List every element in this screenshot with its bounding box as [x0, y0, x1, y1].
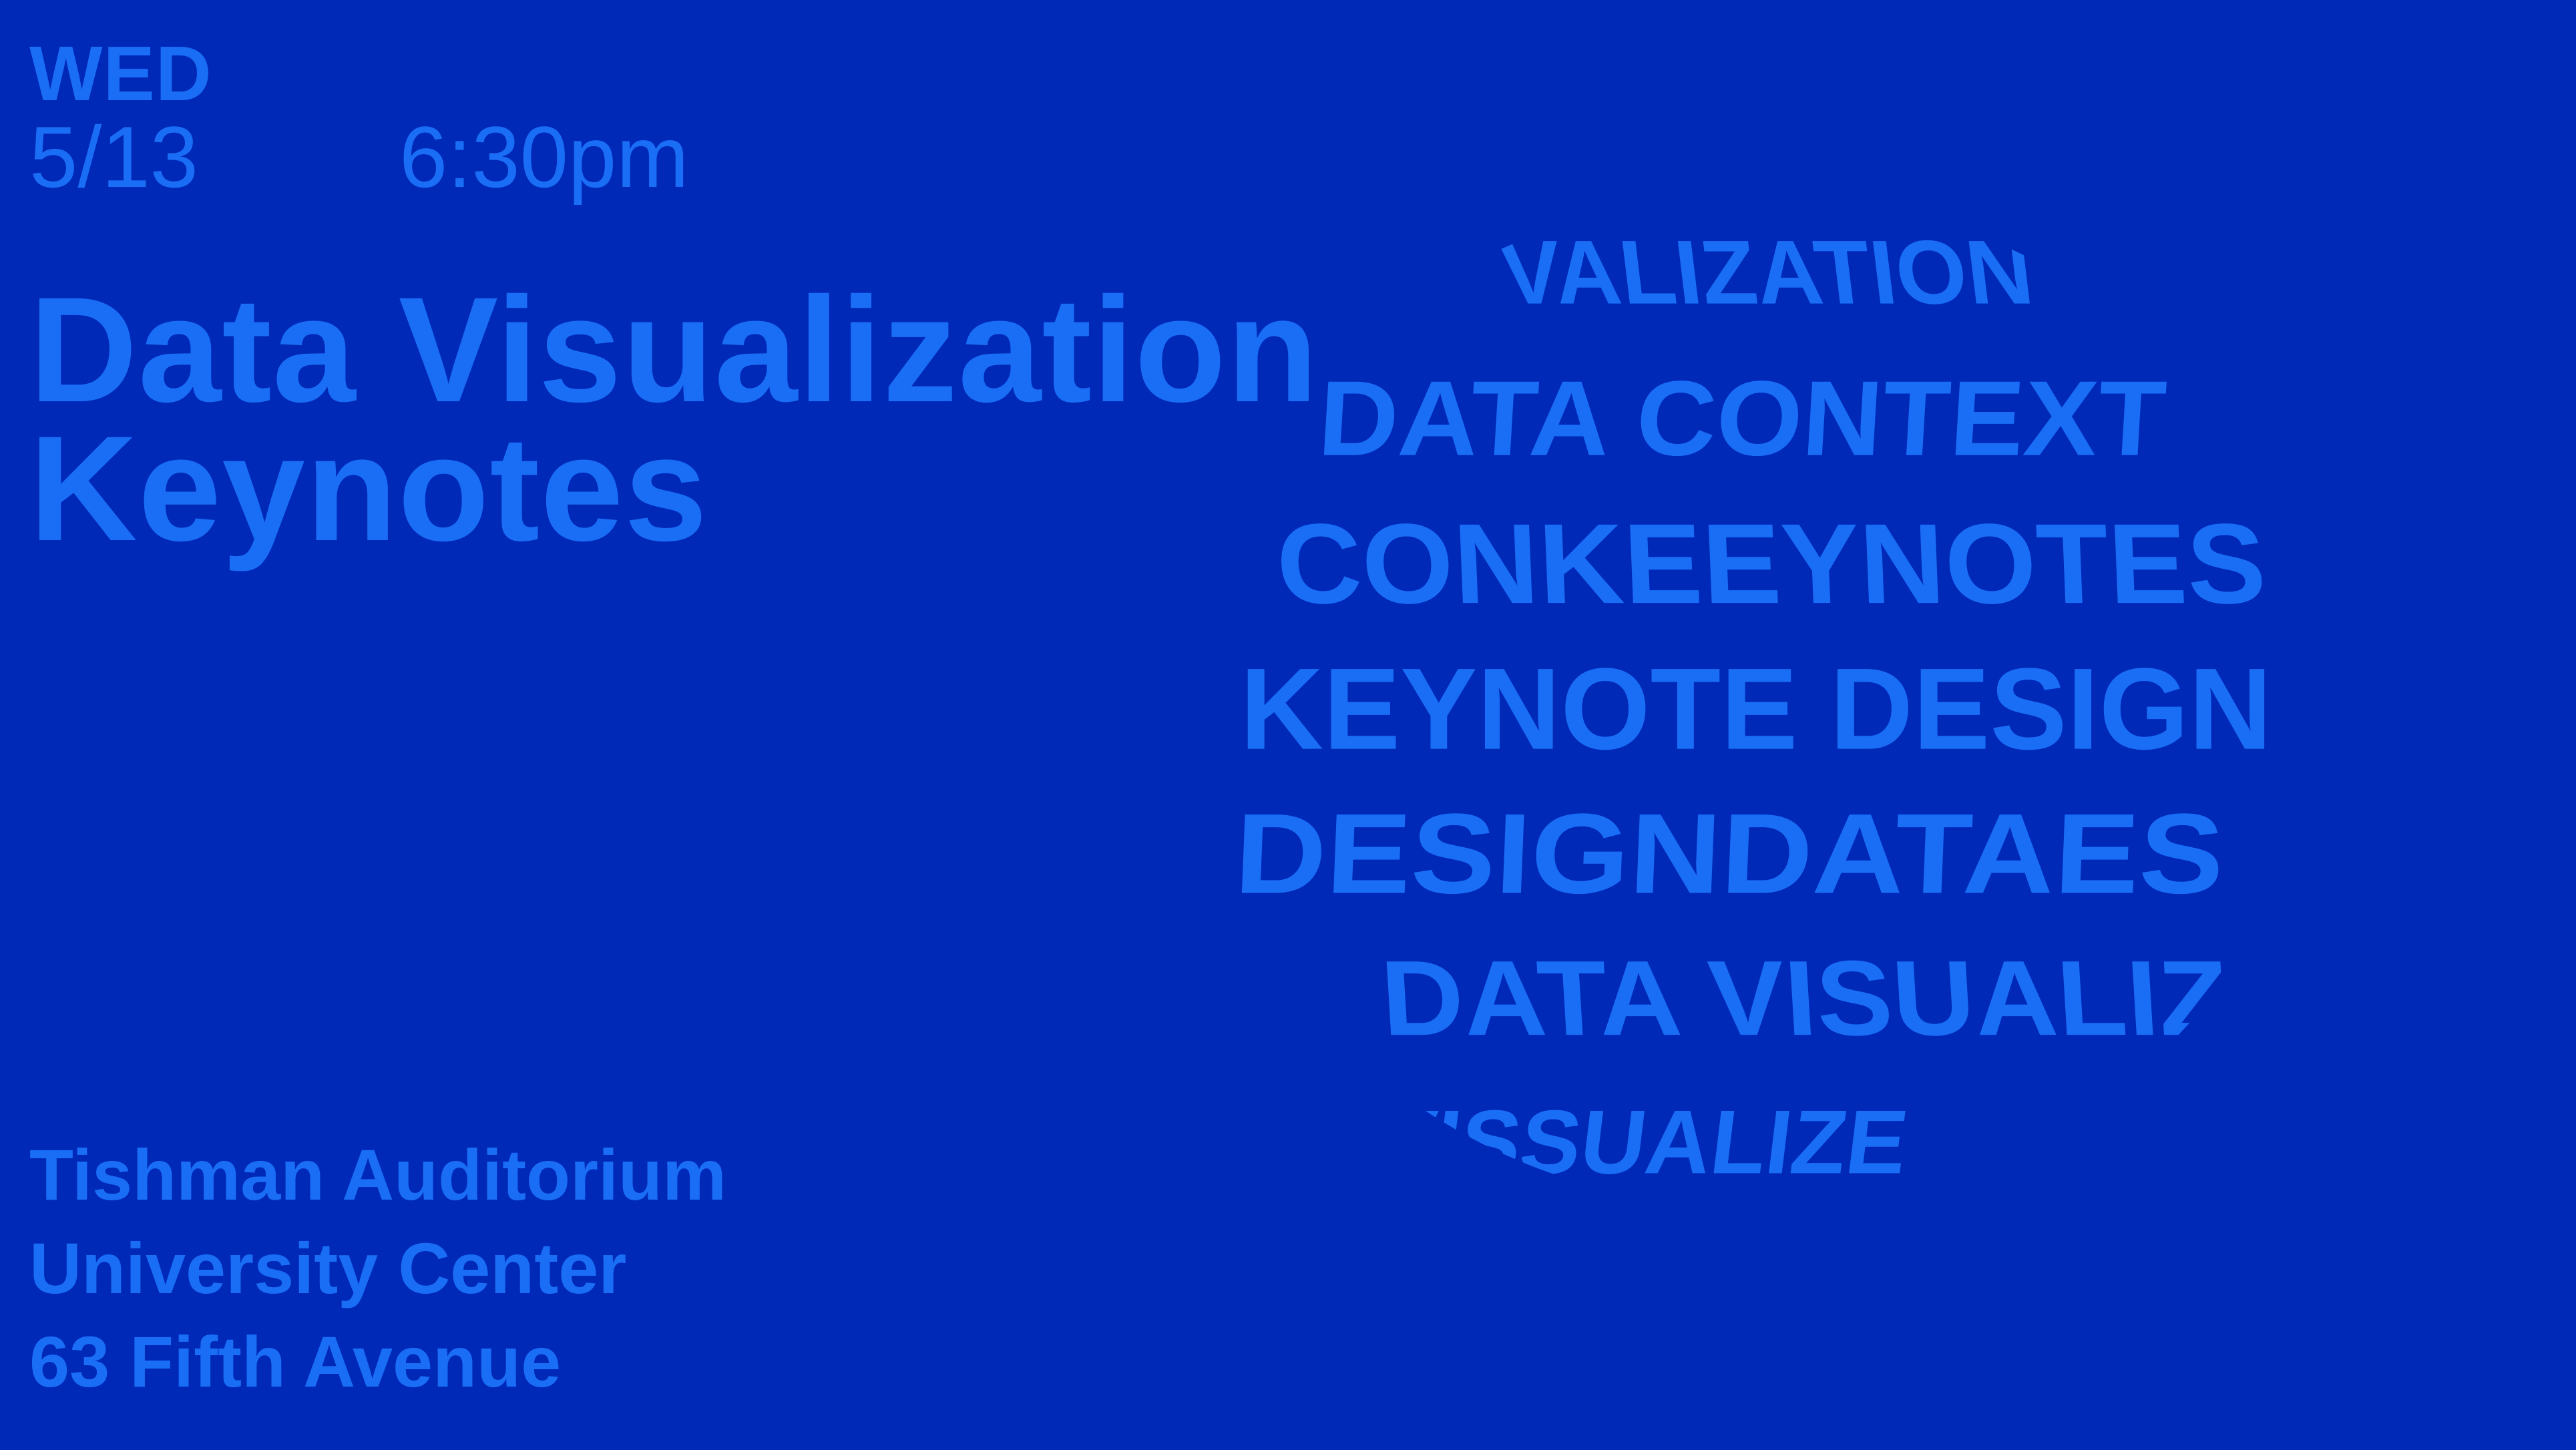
event-day: WED	[29, 30, 212, 117]
event-title: Data Visualization Keynotes	[29, 266, 1319, 572]
globe-band-text: DESIGNDATAES	[1233, 791, 2227, 918]
globe-band-text: DATA CONTEXT	[1315, 358, 2169, 478]
globe-band-text: DATA VISUALIZ	[1377, 938, 2231, 1057]
globe-band-text: KEYNOTE DESIGN	[1240, 644, 2272, 774]
event-date: 5/13	[29, 108, 199, 206]
venue-name: Tishman Auditorium	[29, 1134, 727, 1215]
event-title-line-1: Data Visualization	[29, 266, 1319, 433]
venue-address: Tishman Auditorium University Center 63 …	[29, 1128, 726, 1409]
text-sphere-graphic: VALIZATION DATA CONTEXT CONKEEYNOTES KEYNOT…	[1233, 222, 2272, 1192]
globe-band-text: CONKEEYNOTES	[1274, 501, 2268, 628]
globe-band-text: VALIZATION	[1494, 222, 2038, 322]
event-title-line-2: Keynotes	[29, 405, 708, 572]
venue-building: University Center	[29, 1228, 627, 1308]
venue-street: 63 Fifth Avenue	[29, 1321, 562, 1402]
event-time: 6:30pm	[399, 108, 689, 206]
globe-band-text: VISSUALIZE	[1369, 1092, 1913, 1192]
